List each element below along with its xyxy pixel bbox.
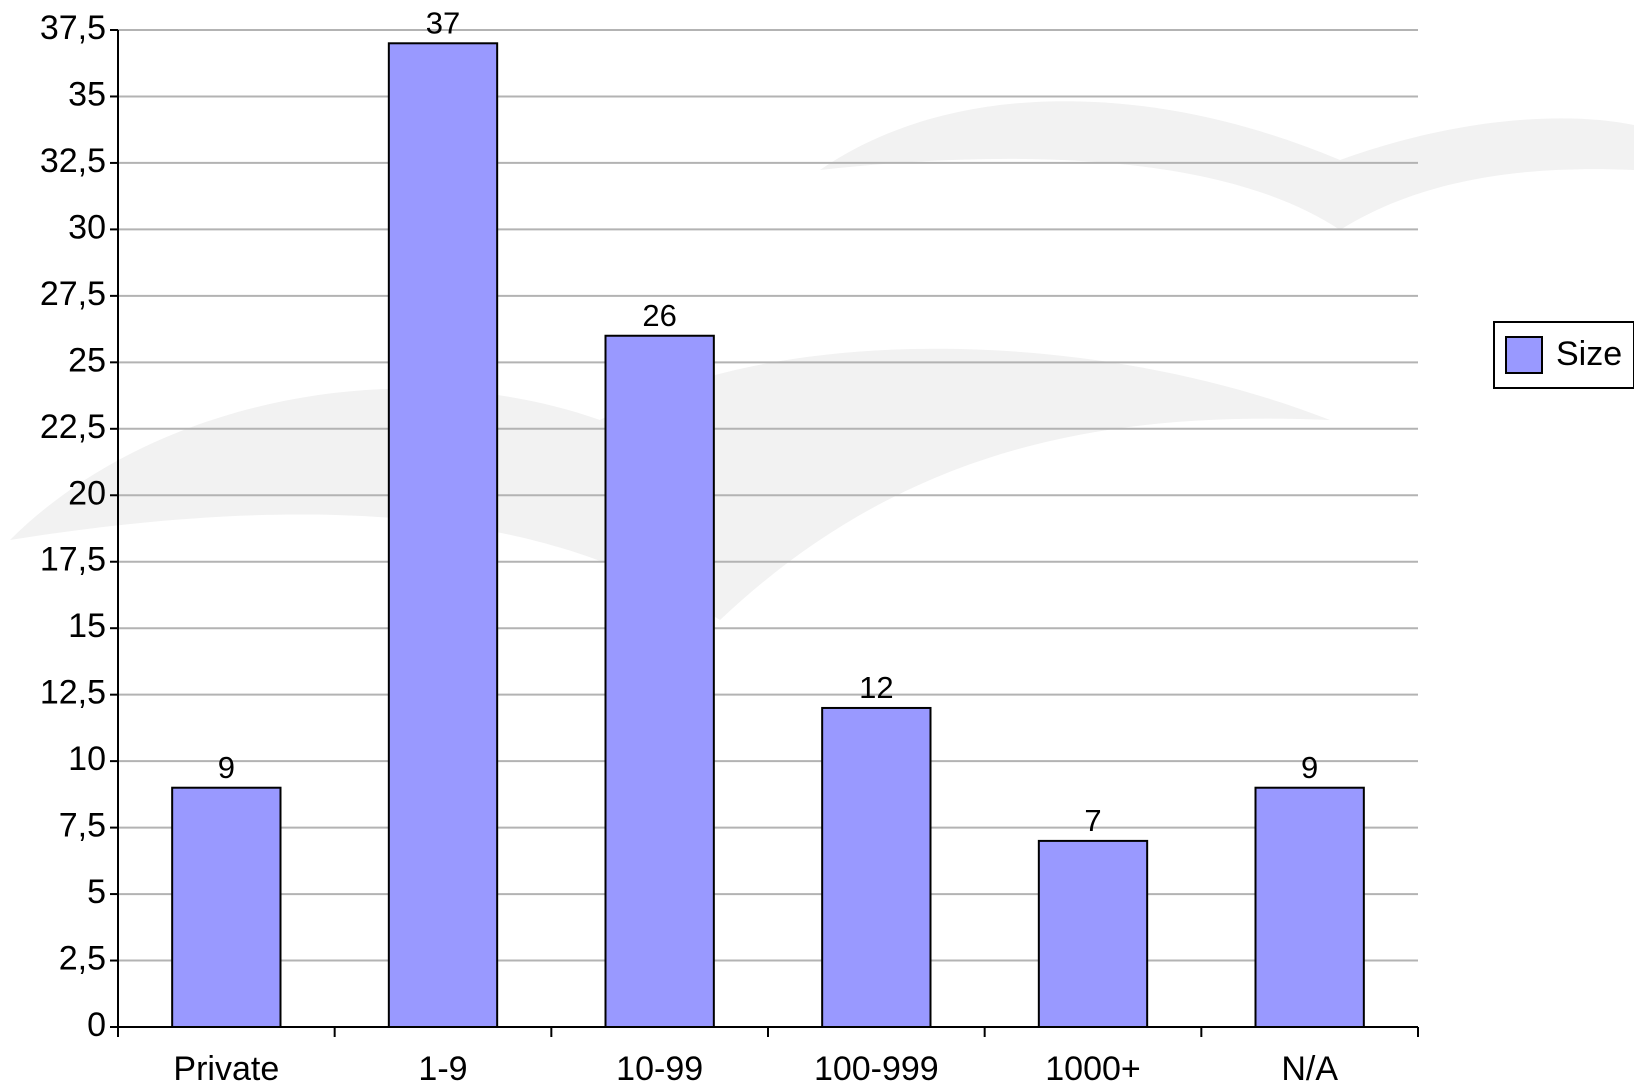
y-tick-label: 7,5 (59, 807, 106, 845)
y-tick-label: 15 (68, 607, 106, 645)
bar (1254, 786, 1365, 1028)
data-label: 7 (1084, 803, 1101, 838)
x-tick-label: 1000+ (1045, 1050, 1141, 1088)
y-tick-label: 27,5 (40, 275, 106, 313)
y-tick-label: 32,5 (40, 142, 106, 180)
legend-swatch (1505, 336, 1543, 374)
y-tick-label: 25 (68, 341, 106, 379)
y-tick-label: 37,5 (40, 9, 106, 47)
y-tick-label: 35 (68, 75, 106, 113)
bar (1037, 839, 1149, 1028)
y-tick-label: 17,5 (40, 541, 106, 579)
x-tick-label: 100-999 (814, 1050, 939, 1088)
bar (821, 706, 932, 1029)
y-tick-label: 2,5 (59, 940, 106, 978)
bar (387, 42, 499, 1028)
plot: 0 2,5 5 7,5 10 12,5 15 17,5 20 22,5 25 27,5 30 32,5 35… (40, 5, 1634, 1088)
bar (171, 786, 282, 1028)
x-tick-label: 10-99 (616, 1050, 703, 1088)
y-tick-label: 10 (68, 740, 106, 778)
x-tick-label: 1-9 (418, 1050, 467, 1088)
data-label: 9 (1301, 750, 1318, 785)
y-tick-label: 0 (87, 1006, 106, 1044)
x-tick-label: N/A (1281, 1050, 1338, 1088)
legend-label: Size (1556, 335, 1622, 373)
y-tick-label: 20 (68, 474, 106, 512)
y-tick-label: 5 (87, 873, 106, 911)
data-label: 26 (642, 298, 676, 333)
data-label: 9 (218, 750, 235, 785)
data-label: 37 (426, 5, 460, 40)
x-tick-label: Private (173, 1050, 279, 1088)
y-tick-label: 30 (68, 208, 106, 246)
watermark (10, 101, 1634, 620)
bar (604, 334, 715, 1029)
y-tick-label: 12,5 (40, 674, 106, 712)
data-label: 12 (859, 670, 893, 705)
y-tick-label: 22,5 (40, 408, 106, 446)
